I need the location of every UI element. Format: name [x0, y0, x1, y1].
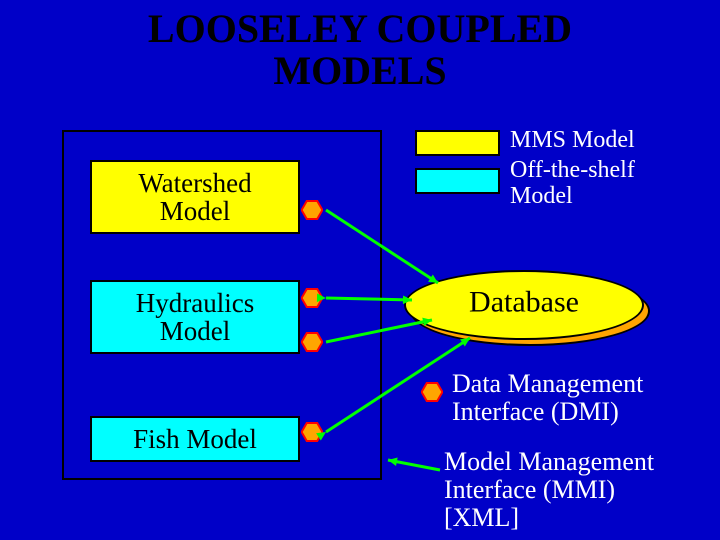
arrow-mmi-pointer [376, 448, 452, 482]
arrow-fish-db [314, 326, 482, 444]
watershed-model-box: WatershedModel [90, 160, 300, 234]
legend-mms-swatch [415, 130, 500, 156]
watershed-label: WatershedModel [138, 169, 251, 226]
hydraulics-label: HydraulicsModel [136, 289, 254, 346]
title-line-2: MODELS [0, 50, 720, 92]
fish-label: Fish Model [133, 425, 257, 453]
legend-ots-text: Off-the-shelfModel [510, 158, 635, 210]
title-line-1: LOOSELEY COUPLED [0, 8, 720, 50]
page-title: LOOSELEY COUPLED MODELS [0, 8, 720, 92]
mmi-label: Model ManagementInterface (MMI)[XML] [444, 448, 654, 532]
legend-mms-text: MMS Model [510, 128, 635, 154]
legend-ots-swatch [415, 168, 500, 194]
fish-model-box: Fish Model [90, 416, 300, 462]
hydraulics-model-box: HydraulicsModel [90, 280, 300, 354]
arrow-watershed-db [314, 198, 450, 295]
